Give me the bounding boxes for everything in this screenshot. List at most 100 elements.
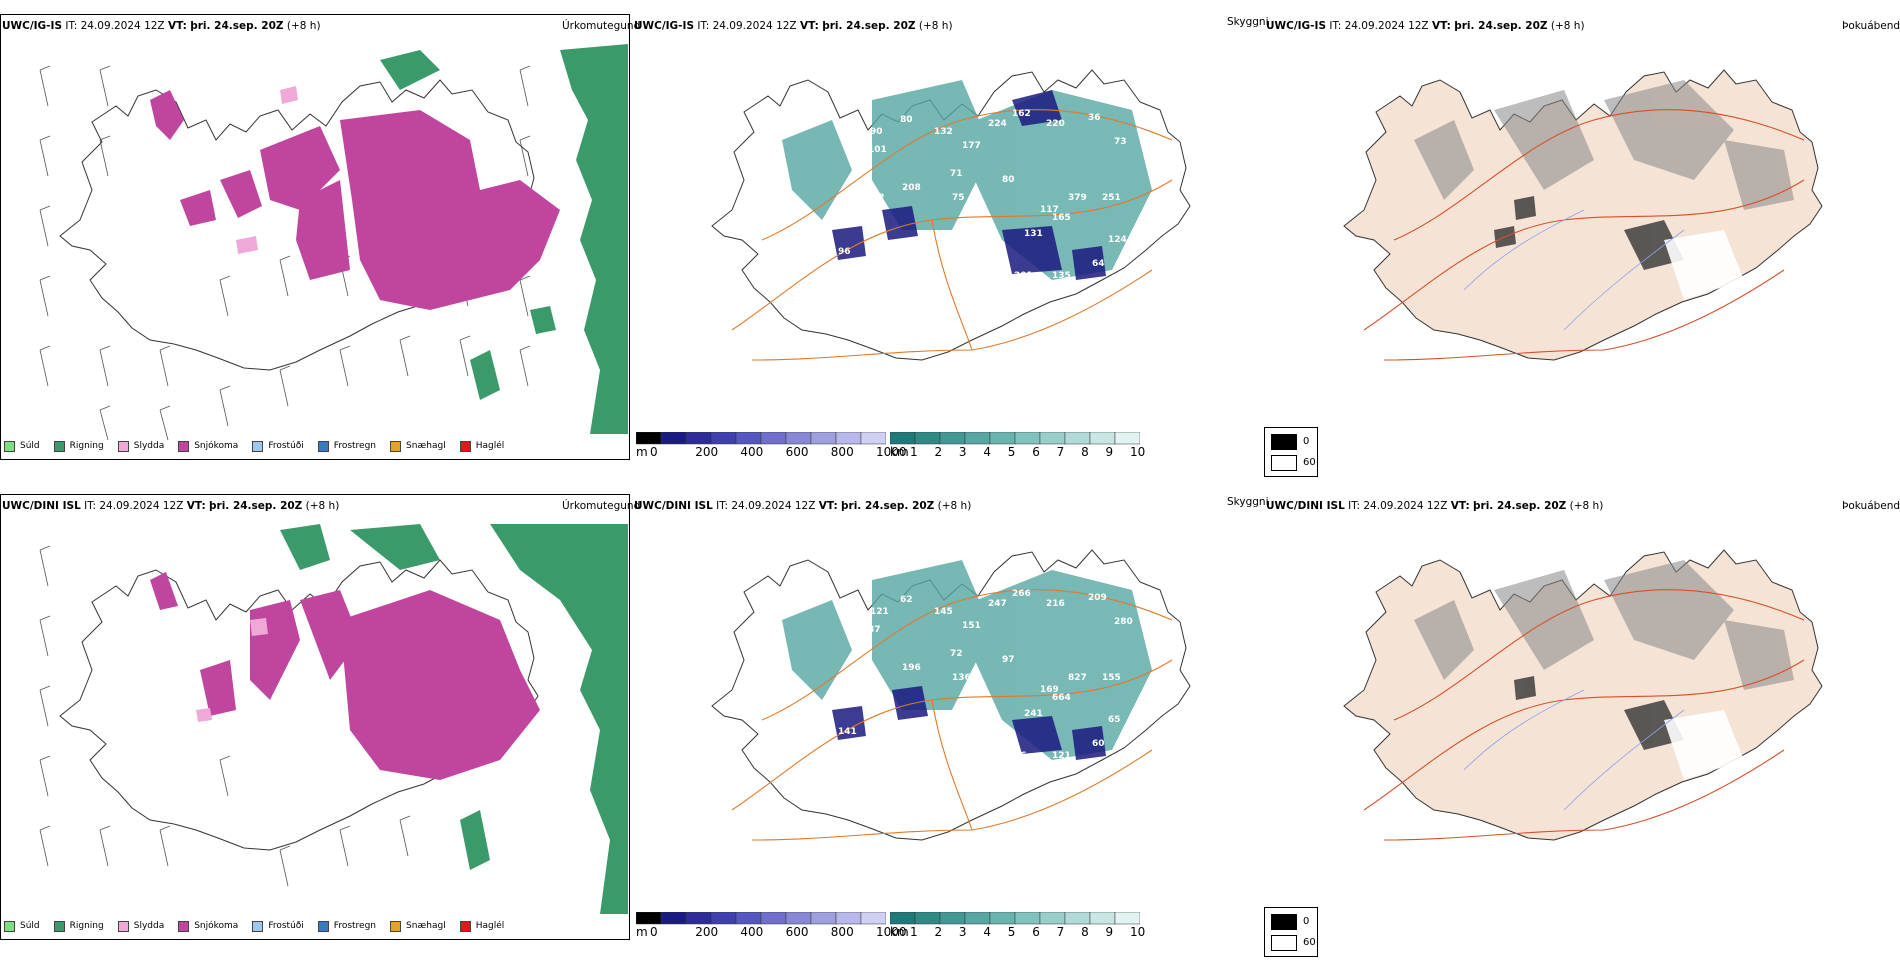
- visibility-value: 131: [1024, 229, 1043, 239]
- panel-header: UWC/DINI ISL IT: 24.09.2024 12Z VT: þri.…: [2, 500, 340, 512]
- visibility-panel-title: Skyggni: [1227, 496, 1269, 508]
- visibility-value: 124: [1108, 235, 1127, 245]
- legend-item: Slydda: [117, 920, 164, 932]
- visibility-value: 112: [922, 851, 941, 861]
- colorbar-segment: [914, 432, 941, 445]
- visibility-value: 71: [950, 169, 963, 179]
- colorbar-segment: [636, 432, 662, 445]
- colorbar-segment: [860, 912, 886, 925]
- rain-area: [560, 44, 628, 434]
- panel-header: UWC/IG-IS IT: 24.09.2024 12Z VT: þri. 24…: [634, 20, 953, 32]
- colorbar-tick: 6: [1032, 925, 1040, 939]
- legend-item: Haglél: [459, 920, 505, 932]
- legend-label: Frostúði: [268, 441, 304, 451]
- colorbar-segment: [860, 432, 886, 445]
- panel-header: UWC/DINI ISL IT: 24.09.2024 12Z VT: þri.…: [1266, 500, 1604, 512]
- visibility-panel-title: Skyggni: [1227, 16, 1269, 28]
- colorbar-tick: 200: [695, 925, 719, 939]
- colorbar-tick: 400: [740, 445, 764, 459]
- ceiling-colorbar: [636, 912, 886, 925]
- visibility-panel: UWC/IG-IS IT: 24.09.2024 12Z VT: þri. 24…: [632, 14, 1318, 484]
- legend-label: Haglél: [475, 921, 505, 931]
- visibility-value: 664: [1052, 693, 1071, 703]
- legend-item: Snjókoma: [178, 440, 239, 452]
- visibility-value: 216: [1046, 599, 1065, 609]
- fog-index-panel: UWC/DINI ISL IT: 24.09.2024 12Z VT: þri.…: [1264, 494, 1900, 964]
- visibility-value: 117: [1040, 205, 1059, 215]
- visibility-value: 136: [952, 673, 971, 683]
- legend-label: Snjókoma: [194, 441, 239, 451]
- visibility-value: 92: [872, 193, 885, 203]
- legend-swatch: [252, 920, 264, 932]
- visibility-value: 20: [802, 103, 815, 113]
- colorbar-segment: [1114, 432, 1140, 445]
- colorbar-segment: [964, 432, 991, 445]
- colorbar-tick: 0: [650, 445, 658, 459]
- legend-swatch: [178, 440, 190, 452]
- precip-panel-title: Úrkomutegund: [562, 500, 641, 512]
- colorbar-segment: [1089, 432, 1116, 445]
- colorbar-segment: [785, 912, 812, 925]
- colorbar-tick: 4: [983, 445, 991, 459]
- legend-label: Slydda: [133, 441, 165, 451]
- visibility-colorbar: [890, 912, 1140, 925]
- colorbar-segment: [1039, 912, 1066, 925]
- fog-panel-title: Þokuábendi: [1842, 500, 1900, 512]
- visibility-value: 220: [1046, 119, 1065, 129]
- legend-swatch: [4, 440, 15, 452]
- visibility-value: 379: [1068, 193, 1087, 203]
- visibility-value: 147: [946, 729, 965, 739]
- visibility-value: 132: [934, 127, 953, 137]
- visibility-value: 75: [952, 193, 965, 203]
- colorbar-segment: [710, 912, 737, 925]
- fog-index-panel: UWC/IG-IS IT: 24.09.2024 12Z VT: þri. 24…: [1264, 14, 1900, 484]
- visibility-value: 165: [1052, 213, 1071, 223]
- precip-legend: Súld Rigning Slydda Snjókoma Frostúði Frostre…: [4, 436, 518, 456]
- colorbar-tick: 600: [785, 445, 809, 459]
- visibility-value: 90: [924, 255, 937, 265]
- visibility-value: 155: [1102, 673, 1121, 683]
- panel-header: UWC/IG-IS IT: 24.09.2024 12Z VT: þri. 24…: [1266, 20, 1585, 32]
- legend-swatch: [390, 920, 402, 932]
- visibility-value: 60: [1092, 739, 1105, 749]
- legend-label: Haglél: [475, 441, 505, 451]
- visibility-value: 177: [962, 141, 981, 151]
- row-2: UWC/DINI ISL IT: 24.09.2024 12Z VT: þri.…: [0, 494, 1900, 964]
- legend-swatch: [117, 440, 129, 452]
- visibility-value: 827: [1068, 673, 1087, 683]
- precip-map: [39, 524, 628, 914]
- visibility-value: 95: [878, 247, 891, 257]
- visibility-value: 101: [868, 145, 887, 155]
- visibility-value: 251: [1102, 193, 1121, 203]
- precip-type-panel: UWC/DINI ISL IT: 24.09.2024 12Z VT: þri.…: [0, 494, 640, 964]
- legend-item: Frostúði: [252, 920, 304, 932]
- legend-item: Frostúði: [252, 440, 304, 452]
- legend-item: Snæhagl: [390, 920, 446, 932]
- colorbar-tick: 5: [1007, 445, 1016, 459]
- visibility-value: 56: [1014, 751, 1027, 761]
- visibility-unit: km: [890, 925, 909, 939]
- colorbar-tick: 8: [1081, 445, 1089, 459]
- colorbar-tick: 9: [1105, 925, 1114, 939]
- legend-label: Súld: [20, 441, 40, 451]
- colorbar-segment: [989, 912, 1016, 925]
- colorbar-tick: 8: [1081, 925, 1089, 939]
- colorbar-segment: [685, 912, 712, 925]
- colorbar-segment: [810, 432, 837, 445]
- visibility-value: 247: [988, 599, 1007, 609]
- visibility-value: 87: [868, 625, 881, 635]
- legend-item: Snæhagl: [390, 440, 446, 452]
- visibility-value: 62: [1028, 285, 1041, 295]
- legend-swatch: [53, 920, 65, 932]
- colorbar-tick: 2: [934, 925, 943, 939]
- colorbar-tick: 10: [1130, 925, 1146, 939]
- visibility-value: 266: [1012, 589, 1031, 599]
- colorbar-tick: 5: [1007, 925, 1016, 939]
- colorbar-segment: [785, 432, 812, 445]
- colorbar-tick: 1000: [876, 445, 907, 459]
- colorbar-segment: [939, 912, 966, 925]
- visibility-value: 141: [838, 727, 857, 737]
- legend-label: Snæhagl: [406, 441, 446, 451]
- colorbar-segment: [1114, 912, 1140, 925]
- legend-label: Súld: [20, 921, 40, 931]
